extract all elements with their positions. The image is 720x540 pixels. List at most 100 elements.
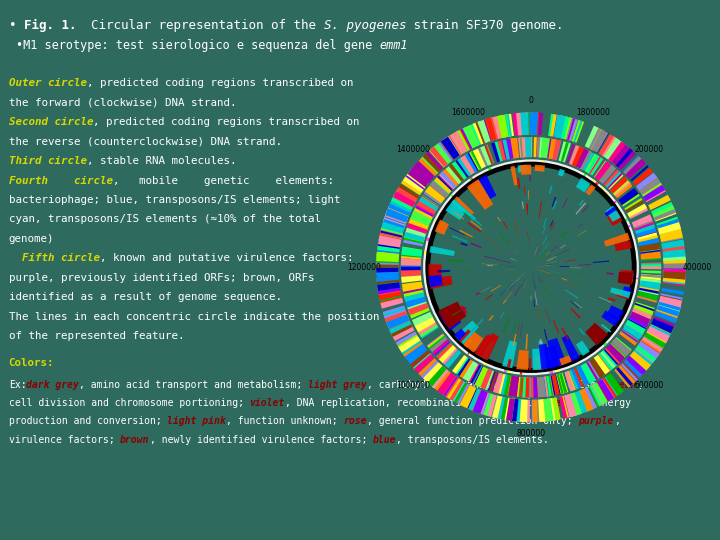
Wedge shape bbox=[506, 398, 515, 421]
Wedge shape bbox=[516, 323, 520, 338]
Wedge shape bbox=[614, 182, 633, 199]
Wedge shape bbox=[405, 170, 428, 190]
Wedge shape bbox=[586, 126, 600, 149]
Wedge shape bbox=[409, 348, 431, 369]
Wedge shape bbox=[483, 393, 495, 416]
Wedge shape bbox=[572, 120, 584, 143]
Wedge shape bbox=[482, 393, 494, 416]
Wedge shape bbox=[401, 267, 421, 273]
Wedge shape bbox=[552, 374, 562, 395]
Wedge shape bbox=[408, 303, 428, 315]
Wedge shape bbox=[613, 337, 632, 353]
Wedge shape bbox=[377, 252, 399, 262]
Wedge shape bbox=[624, 324, 643, 338]
Wedge shape bbox=[457, 157, 472, 177]
Wedge shape bbox=[534, 272, 541, 281]
Wedge shape bbox=[564, 117, 575, 140]
Wedge shape bbox=[500, 286, 510, 295]
Wedge shape bbox=[413, 353, 434, 373]
Wedge shape bbox=[577, 367, 588, 386]
Text: 1000000: 1000000 bbox=[396, 381, 431, 389]
Wedge shape bbox=[418, 358, 437, 376]
Wedge shape bbox=[518, 377, 523, 397]
Text: virulence factors;: virulence factors; bbox=[9, 435, 120, 445]
Wedge shape bbox=[510, 376, 517, 396]
Text: cyan, transposons/IS elements (≈10% of the total: cyan, transposons/IS elements (≈10% of t… bbox=[9, 214, 320, 225]
Wedge shape bbox=[550, 220, 554, 227]
Wedge shape bbox=[617, 150, 636, 170]
Wedge shape bbox=[546, 138, 556, 159]
Text: Fig. 1.: Fig. 1. bbox=[24, 19, 76, 32]
Wedge shape bbox=[403, 178, 423, 192]
Wedge shape bbox=[582, 387, 597, 410]
Text: cell division and chromosome portioning;: cell division and chromosome portioning; bbox=[9, 398, 250, 408]
Wedge shape bbox=[444, 134, 463, 158]
Wedge shape bbox=[498, 264, 507, 265]
Wedge shape bbox=[392, 325, 415, 341]
Wedge shape bbox=[401, 269, 420, 273]
Wedge shape bbox=[474, 391, 490, 414]
Wedge shape bbox=[522, 201, 524, 209]
Wedge shape bbox=[544, 376, 554, 396]
Wedge shape bbox=[635, 224, 654, 233]
Wedge shape bbox=[585, 153, 600, 173]
Wedge shape bbox=[405, 232, 425, 242]
Wedge shape bbox=[467, 179, 493, 210]
Wedge shape bbox=[557, 374, 564, 394]
Wedge shape bbox=[413, 165, 432, 182]
Wedge shape bbox=[496, 259, 510, 263]
Wedge shape bbox=[449, 227, 465, 235]
Wedge shape bbox=[506, 219, 510, 226]
Wedge shape bbox=[469, 177, 474, 181]
Wedge shape bbox=[382, 214, 406, 230]
Wedge shape bbox=[398, 336, 420, 353]
Wedge shape bbox=[634, 305, 654, 315]
Wedge shape bbox=[391, 323, 413, 336]
Wedge shape bbox=[503, 139, 510, 160]
Wedge shape bbox=[562, 278, 567, 281]
Wedge shape bbox=[662, 245, 685, 253]
Text: 800000: 800000 bbox=[516, 429, 546, 438]
Wedge shape bbox=[489, 372, 498, 392]
Wedge shape bbox=[660, 228, 683, 242]
Text: rose: rose bbox=[343, 416, 367, 427]
Wedge shape bbox=[647, 326, 670, 342]
Wedge shape bbox=[510, 138, 519, 158]
Wedge shape bbox=[393, 193, 415, 207]
Wedge shape bbox=[541, 376, 549, 397]
Text: Fourth    circle: Fourth circle bbox=[9, 176, 112, 186]
Wedge shape bbox=[504, 368, 506, 372]
Wedge shape bbox=[464, 338, 472, 348]
Wedge shape bbox=[534, 300, 535, 307]
Text: purple, previously identified ORFs; brown, ORFs: purple, previously identified ORFs; brow… bbox=[9, 273, 314, 283]
Wedge shape bbox=[537, 137, 541, 158]
Wedge shape bbox=[595, 161, 610, 180]
Wedge shape bbox=[605, 191, 609, 195]
Wedge shape bbox=[384, 215, 406, 224]
Wedge shape bbox=[430, 181, 449, 198]
Wedge shape bbox=[615, 183, 631, 197]
Wedge shape bbox=[538, 113, 543, 135]
Wedge shape bbox=[522, 377, 528, 397]
Text: production and conversion;: production and conversion; bbox=[9, 416, 167, 427]
Wedge shape bbox=[418, 156, 439, 176]
Wedge shape bbox=[492, 141, 502, 162]
Wedge shape bbox=[471, 151, 482, 170]
Wedge shape bbox=[503, 140, 509, 160]
Wedge shape bbox=[462, 125, 480, 148]
Text: , predicted coding regions transcribed on: , predicted coding regions transcribed o… bbox=[93, 117, 360, 127]
Wedge shape bbox=[581, 151, 596, 172]
Wedge shape bbox=[413, 315, 433, 328]
Wedge shape bbox=[459, 384, 474, 407]
Wedge shape bbox=[383, 306, 405, 317]
Wedge shape bbox=[514, 285, 521, 296]
Wedge shape bbox=[437, 176, 452, 191]
Wedge shape bbox=[442, 376, 461, 399]
Wedge shape bbox=[528, 246, 530, 256]
Wedge shape bbox=[638, 341, 660, 359]
Wedge shape bbox=[429, 183, 447, 199]
Wedge shape bbox=[517, 377, 521, 397]
Wedge shape bbox=[488, 372, 498, 392]
Wedge shape bbox=[503, 221, 508, 229]
Wedge shape bbox=[464, 387, 480, 410]
